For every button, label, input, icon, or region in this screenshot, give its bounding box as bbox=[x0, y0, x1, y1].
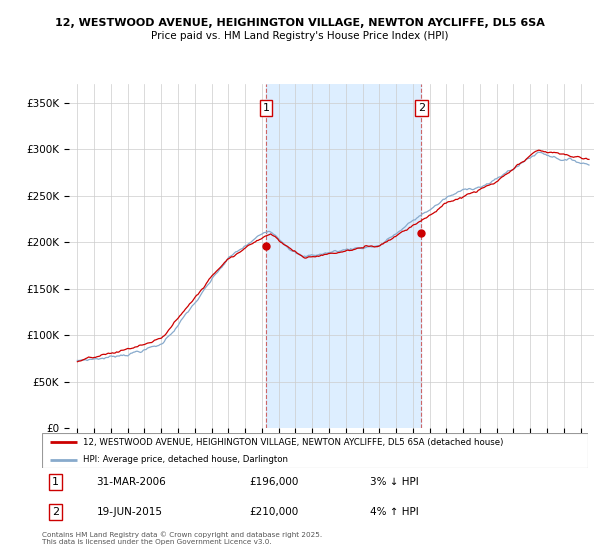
Text: Price paid vs. HM Land Registry's House Price Index (HPI): Price paid vs. HM Land Registry's House … bbox=[151, 31, 449, 41]
Text: 1: 1 bbox=[52, 477, 59, 487]
Text: 19-JUN-2015: 19-JUN-2015 bbox=[97, 507, 163, 517]
Text: 1: 1 bbox=[263, 103, 269, 113]
Text: 4% ↑ HPI: 4% ↑ HPI bbox=[370, 507, 418, 517]
Text: 2: 2 bbox=[52, 507, 59, 517]
Text: Contains HM Land Registry data © Crown copyright and database right 2025.
This d: Contains HM Land Registry data © Crown c… bbox=[42, 531, 322, 544]
Text: 3% ↓ HPI: 3% ↓ HPI bbox=[370, 477, 418, 487]
Text: 12, WESTWOOD AVENUE, HEIGHINGTON VILLAGE, NEWTON AYCLIFFE, DL5 6SA (detached hou: 12, WESTWOOD AVENUE, HEIGHINGTON VILLAGE… bbox=[83, 438, 503, 447]
Text: £196,000: £196,000 bbox=[250, 477, 299, 487]
Text: £210,000: £210,000 bbox=[250, 507, 299, 517]
Text: HPI: Average price, detached house, Darlington: HPI: Average price, detached house, Darl… bbox=[83, 455, 288, 464]
Bar bbox=[266, 84, 421, 428]
Text: 12, WESTWOOD AVENUE, HEIGHINGTON VILLAGE, NEWTON AYCLIFFE, DL5 6SA: 12, WESTWOOD AVENUE, HEIGHINGTON VILLAGE… bbox=[55, 18, 545, 29]
Text: 2: 2 bbox=[418, 103, 425, 113]
Text: 31-MAR-2006: 31-MAR-2006 bbox=[97, 477, 166, 487]
